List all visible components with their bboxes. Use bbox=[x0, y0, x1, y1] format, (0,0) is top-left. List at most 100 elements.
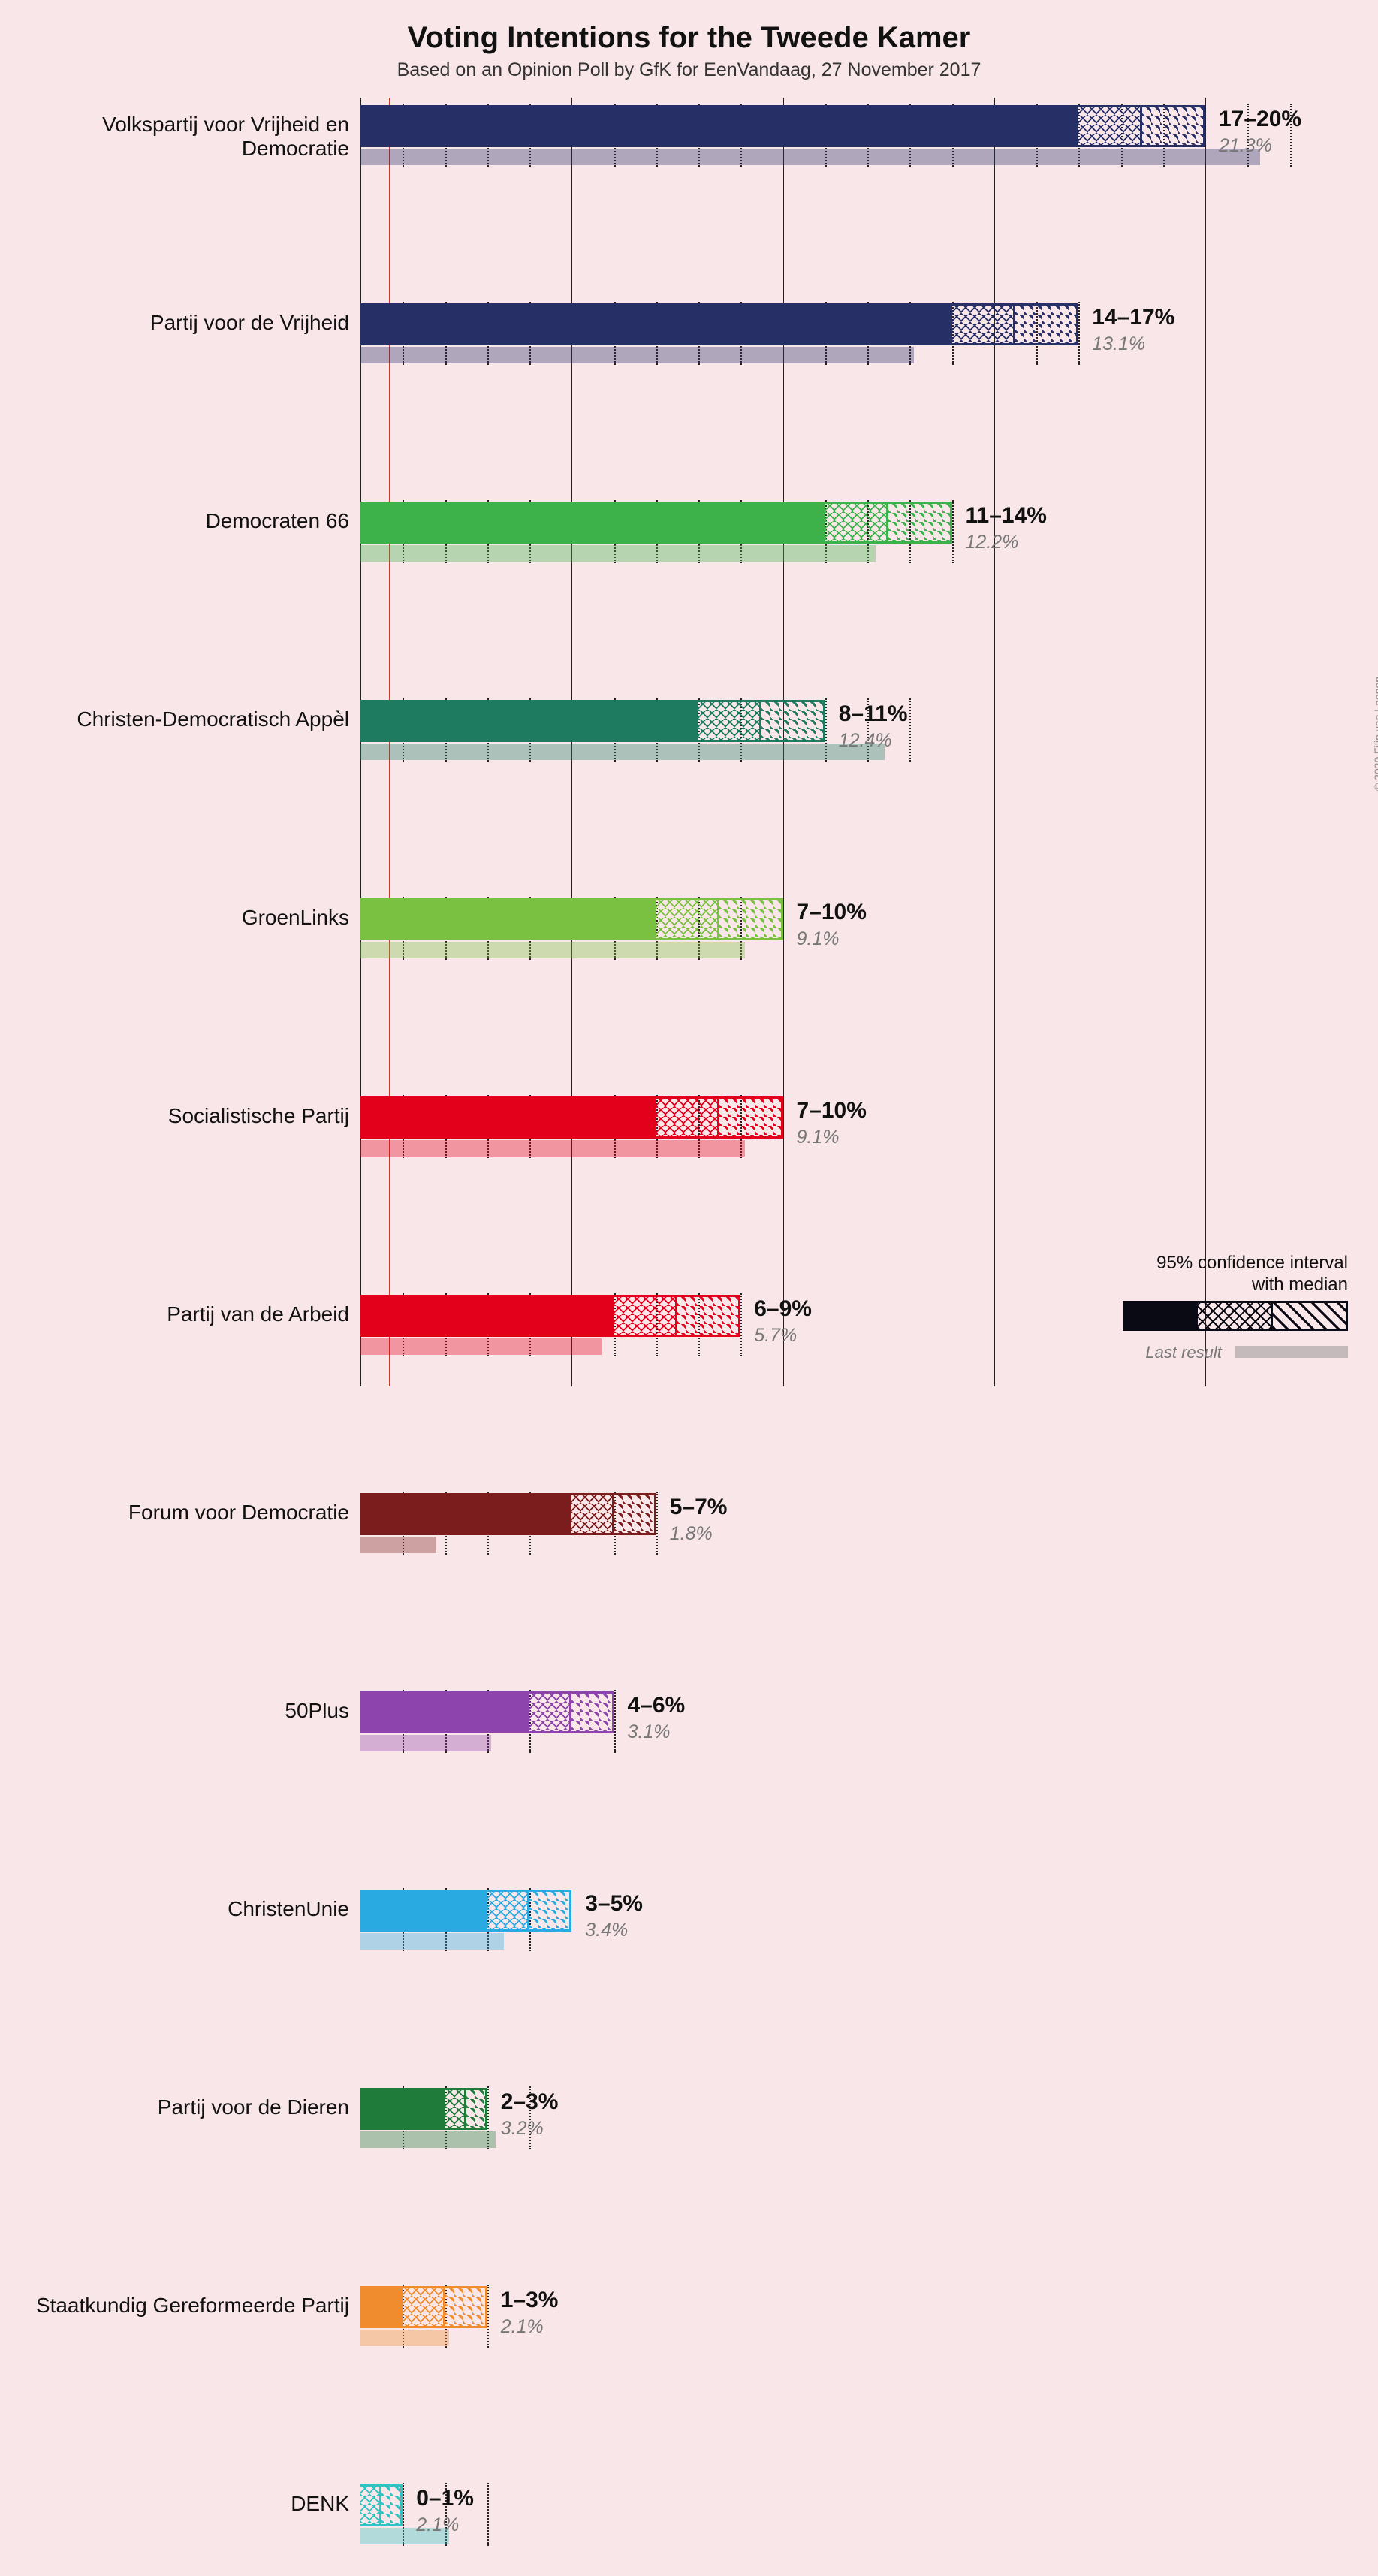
bar-last-result bbox=[360, 942, 745, 958]
bar-last-result bbox=[360, 1933, 504, 1950]
bar-rows: Volkspartij voor Vrijheid en Democratie 1… bbox=[0, 98, 1378, 1386]
party-label: ChristenUnie bbox=[0, 1897, 349, 1921]
party-label: Christen-Democratisch Appèl bbox=[0, 707, 349, 731]
party-label: GroenLinks bbox=[0, 906, 349, 930]
party-row: Staatkundig Gereformeerde Partij1–3%2.1% bbox=[0, 2279, 1378, 2378]
value-label: 7–10% bbox=[797, 900, 867, 925]
party-row: Forum voor Democratie 5–7% 1.8% bbox=[0, 1486, 1378, 1585]
bar-ci-lower bbox=[698, 700, 761, 742]
legend-last-sample bbox=[1235, 1346, 1348, 1358]
last-value-label: 21.3% bbox=[1219, 135, 1272, 157]
party-row: Socialistische Partij 7–10% 9.1% bbox=[0, 1089, 1378, 1188]
bar-last-result bbox=[360, 347, 914, 363]
value-label: 0–1% bbox=[416, 2486, 474, 2511]
party-row: Democraten 6611–14%12.2% bbox=[0, 494, 1378, 593]
value-label: 17–20% bbox=[1219, 107, 1301, 132]
bar-ci-lower bbox=[360, 2484, 381, 2526]
bar-ci-lower bbox=[445, 2088, 466, 2130]
bar-ci-upper bbox=[677, 1295, 740, 1337]
bar-solid bbox=[360, 502, 825, 544]
bar-last-result bbox=[360, 2131, 496, 2148]
bar-ci-upper bbox=[445, 2286, 487, 2328]
value-label: 1–3% bbox=[501, 2288, 559, 2313]
last-value-label: 9.1% bbox=[797, 928, 840, 950]
party-row: DENK 0–1% 2.1% bbox=[0, 2477, 1378, 2576]
bar-last-result bbox=[360, 2330, 449, 2346]
bar-ci-lower bbox=[825, 502, 888, 544]
bar-last-result bbox=[360, 1537, 436, 1553]
value-label: 14–17% bbox=[1092, 305, 1174, 330]
bar-ci-upper bbox=[466, 2088, 487, 2130]
bar-solid bbox=[360, 2088, 445, 2130]
last-value-label: 3.1% bbox=[628, 1721, 671, 1743]
bar-last-result bbox=[360, 1338, 602, 1355]
bar-last-result bbox=[360, 149, 1260, 165]
value-label: 2–3% bbox=[501, 2089, 559, 2115]
party-row: ChristenUnie 3–5% 3.4% bbox=[0, 1882, 1378, 1981]
bar-ci-upper bbox=[1142, 105, 1205, 147]
bar-solid bbox=[360, 1890, 487, 1932]
bar-ci-upper bbox=[614, 1493, 656, 1535]
value-label: 4–6% bbox=[628, 1693, 686, 1718]
bar-last-result bbox=[360, 744, 885, 760]
bar-ci-upper bbox=[381, 2484, 403, 2526]
value-label: 5–7% bbox=[670, 1495, 728, 1520]
bar-last-result bbox=[360, 1735, 491, 1751]
last-value-label: 1.8% bbox=[670, 1523, 713, 1545]
chart-area: Volkspartij voor Vrijheid en Democratie 1… bbox=[0, 98, 1378, 1467]
party-label: Socialistische Partij bbox=[0, 1104, 349, 1128]
party-label: Volkspartij voor Vrijheid en Democratie bbox=[0, 113, 349, 161]
party-row: GroenLinks 7–10% 9.1% bbox=[0, 891, 1378, 990]
last-value-label: 2.1% bbox=[416, 2514, 459, 2536]
party-row: Partij voor de Vrijheid 14–17% 13.1% bbox=[0, 296, 1378, 395]
last-value-label: 9.1% bbox=[797, 1127, 840, 1148]
last-value-label: 3.4% bbox=[585, 1920, 628, 1941]
bar-ci-upper bbox=[719, 1096, 782, 1139]
party-label: Forum voor Democratie bbox=[0, 1501, 349, 1525]
bar-ci-upper bbox=[571, 1691, 614, 1733]
bar-solid bbox=[360, 700, 698, 742]
bar-ci-upper bbox=[719, 898, 782, 940]
bar-ci-lower bbox=[614, 1295, 677, 1337]
last-value-label: 3.2% bbox=[501, 2118, 544, 2140]
bar-solid bbox=[360, 898, 656, 940]
bar-solid bbox=[360, 1493, 571, 1535]
bar-solid bbox=[360, 2286, 403, 2328]
bar-ci-lower bbox=[571, 1493, 614, 1535]
chart-subtitle: Based on an Opinion Poll by GfK for EenV… bbox=[0, 59, 1378, 81]
bar-ci-lower bbox=[1078, 105, 1141, 147]
party-row: 50Plus4–6%3.1% bbox=[0, 1684, 1378, 1783]
party-label: Partij voor de Dieren bbox=[0, 2095, 349, 2119]
value-label: 7–10% bbox=[797, 1098, 867, 1124]
last-value-label: 5.7% bbox=[754, 1325, 797, 1347]
last-value-label: 13.1% bbox=[1092, 333, 1145, 355]
bar-solid bbox=[360, 105, 1078, 147]
party-row: Volkspartij voor Vrijheid en Democratie 1… bbox=[0, 98, 1378, 197]
bar-solid bbox=[360, 1691, 529, 1733]
party-label: Partij van de Arbeid bbox=[0, 1302, 349, 1326]
value-label: 11–14% bbox=[966, 503, 1047, 529]
party-row: Partij voor de Dieren 2–3% 3.2% bbox=[0, 2080, 1378, 2179]
bar-ci-upper bbox=[761, 700, 825, 742]
bar-ci-lower bbox=[952, 303, 1015, 345]
bar-solid bbox=[360, 303, 952, 345]
legend-last: Last result bbox=[1123, 1343, 1348, 1362]
bar-ci-upper bbox=[529, 1890, 571, 1932]
legend-ci-label: 95% confidence intervalwith median bbox=[1123, 1253, 1348, 1296]
value-label: 6–9% bbox=[754, 1296, 812, 1322]
bar-ci-lower bbox=[487, 1890, 529, 1932]
party-label: Partij voor de Vrijheid bbox=[0, 311, 349, 335]
bar-solid bbox=[360, 1096, 656, 1139]
legend-last-label: Last result bbox=[1145, 1343, 1222, 1362]
last-value-label: 12.4% bbox=[839, 730, 892, 752]
bar-last-result bbox=[360, 545, 876, 562]
party-label: DENK bbox=[0, 2492, 349, 2516]
bar-ci-upper bbox=[1015, 303, 1078, 345]
party-label: Staatkundig Gereformeerde Partij bbox=[0, 2294, 349, 2318]
bar-ci-lower bbox=[656, 898, 719, 940]
bar-ci-lower bbox=[403, 2286, 445, 2328]
bar-ci-lower bbox=[529, 1691, 571, 1733]
party-row: Christen-Democratisch Appèl8–11%12.4% bbox=[0, 692, 1378, 792]
value-label: 3–5% bbox=[585, 1891, 643, 1917]
legend: 95% confidence intervalwith median Last … bbox=[1123, 1253, 1348, 1362]
